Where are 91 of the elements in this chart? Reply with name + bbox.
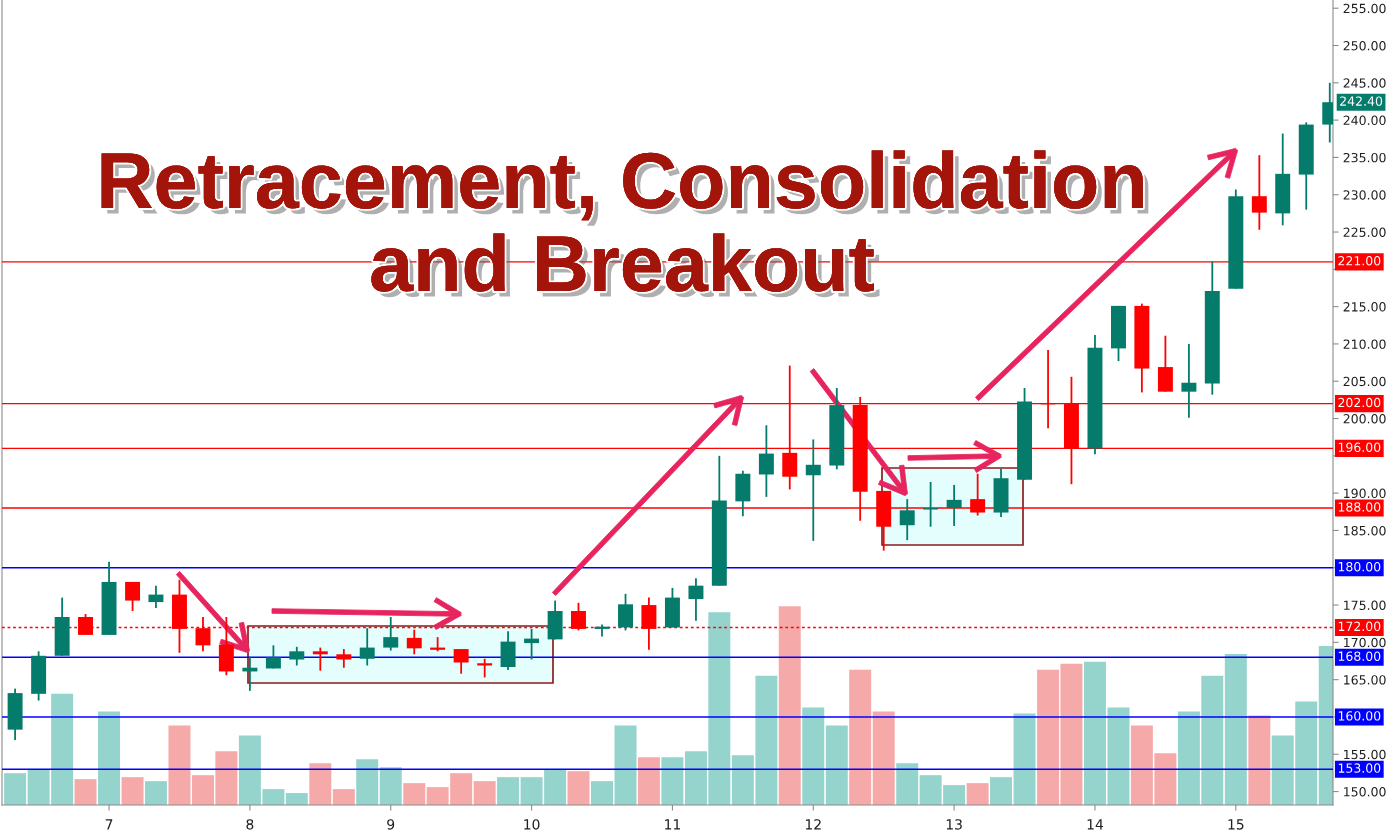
ref-line-label: 168.00 (1338, 651, 1381, 661)
bar (144, 781, 167, 805)
candlestick (688, 577, 704, 622)
ref-line-label: 160.00 (1338, 711, 1381, 721)
bar (379, 767, 402, 805)
candlestick (312, 646, 328, 672)
bar (121, 777, 144, 805)
ref-line-label: 188.00 (1338, 502, 1381, 512)
y-tick-label: 225.00 (1343, 227, 1386, 237)
y-tick-label: 165.00 (1344, 675, 1386, 685)
bar (309, 763, 332, 805)
bar (567, 771, 590, 805)
y-tick-label: 200.00 (1343, 414, 1386, 424)
candlestick (430, 636, 446, 653)
candlestick (359, 627, 375, 667)
x-tick-label: 9 (387, 819, 395, 830)
bar (966, 783, 989, 805)
bar (802, 707, 825, 805)
ref-line-label: 153.00 (1338, 763, 1381, 773)
y-tick-label: 190.00 (1344, 488, 1386, 499)
y-tick-label: 230.00 (1343, 190, 1386, 200)
y-tick-label: 210.00 (1343, 339, 1386, 349)
bar (1083, 661, 1106, 805)
y-tick-label: 245.00 (1343, 78, 1386, 88)
y-tick-label: 155.00 (1344, 749, 1386, 760)
ref-line-label: 196.00 (1338, 442, 1381, 453)
bar (4, 773, 27, 805)
bar (98, 711, 121, 805)
bar (661, 757, 684, 805)
x-tick-label: 7 (105, 819, 113, 830)
bar (332, 789, 355, 805)
candlestick (758, 424, 774, 498)
bar (614, 725, 637, 805)
y-tick-label: 235.00 (1343, 152, 1386, 163)
bar (990, 777, 1013, 805)
candlestick (289, 645, 305, 667)
candlestick (946, 484, 962, 527)
candlestick (805, 438, 821, 542)
candlestick (899, 498, 915, 542)
x-tick-label: 14 (1087, 819, 1104, 830)
y-tick-label: 215.00 (1343, 302, 1386, 312)
bar (497, 777, 520, 805)
candlestick (406, 628, 422, 656)
candlestick (1251, 154, 1267, 231)
x-tick-label: 13 (946, 819, 962, 830)
y-tick-label: 255.00 (1343, 3, 1386, 14)
x-tick-label: 10 (524, 819, 540, 830)
bar (1224, 653, 1247, 805)
candlestick (383, 616, 399, 652)
bar (285, 793, 308, 805)
x-tick-label: 11 (665, 819, 680, 830)
candlestick (336, 648, 352, 669)
bar (356, 759, 379, 805)
bar (1248, 715, 1271, 805)
y-tick-label: 185.00 (1344, 525, 1386, 536)
y-tick-label: 205.00 (1343, 376, 1386, 387)
candlestick (524, 628, 540, 661)
candlestick (453, 648, 469, 675)
y-tick-label: 175.00 (1344, 600, 1386, 610)
ref-line-label: 180.00 (1338, 561, 1381, 572)
bar (778, 606, 801, 805)
candlestick (923, 481, 939, 528)
bar (168, 725, 191, 805)
bar (1013, 713, 1036, 805)
annotation: 242.40 (1340, 96, 1383, 106)
x-tick-label: 15 (1228, 819, 1244, 830)
y-tick-label: 170.00 (1344, 637, 1386, 648)
bar (896, 763, 919, 805)
bar (473, 781, 496, 805)
candlestick (1181, 343, 1197, 419)
ref-line-label: 202.00 (1338, 397, 1381, 408)
y-tick-label: 150.00 (1344, 787, 1386, 797)
ref-line-label: 172.00 (1338, 621, 1381, 632)
x-tick-label: 12 (805, 819, 821, 830)
y-tick-label: 250.00 (1343, 40, 1386, 51)
bar (637, 757, 660, 805)
candlestick (618, 592, 634, 632)
ref-line-label: 221.00 (1338, 256, 1381, 266)
x-tick-label: 8 (246, 819, 254, 830)
bar (403, 783, 426, 805)
bar (825, 725, 848, 805)
bar (1107, 707, 1130, 805)
candlestick (148, 584, 164, 609)
bar (872, 711, 895, 805)
candlestick (641, 596, 657, 651)
candlestick (125, 581, 141, 612)
bar (74, 779, 97, 805)
bar (591, 781, 613, 805)
candlestick (477, 657, 493, 679)
y-tick-label: 240.00 (1343, 115, 1386, 126)
bar (849, 669, 872, 805)
